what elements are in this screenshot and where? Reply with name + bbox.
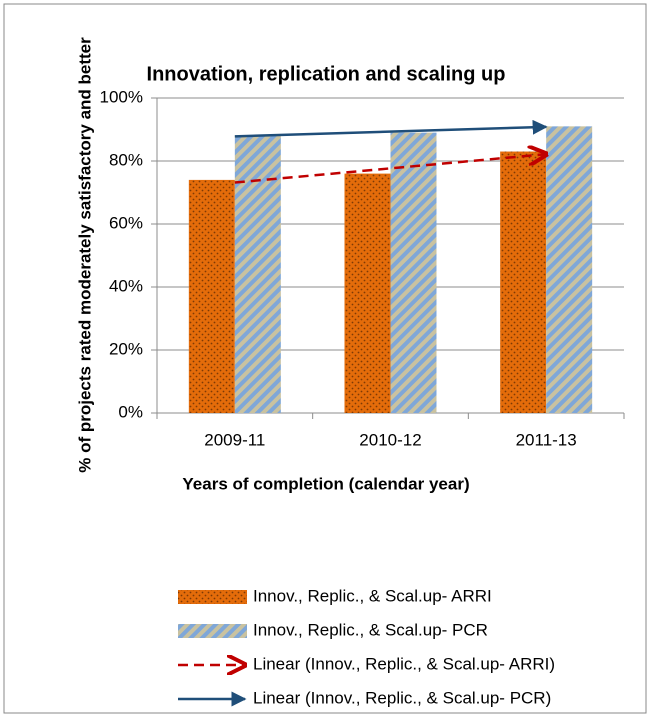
y-tick-label: 80% xyxy=(109,150,143,169)
trendline xyxy=(234,154,546,184)
bar xyxy=(500,151,547,414)
x-tick-label: 2010-12 xyxy=(359,430,421,449)
y-tick-label: 40% xyxy=(109,276,143,295)
bar xyxy=(344,173,391,413)
bar xyxy=(546,126,593,413)
x-tick-label: 2009-11 xyxy=(204,430,265,449)
x-tick-label: 2011-13 xyxy=(516,430,577,449)
bar xyxy=(188,179,235,413)
y-tick-label: 60% xyxy=(109,213,143,232)
legend-label: Innov., Replic., & Scal.up- ARRI xyxy=(253,586,492,605)
legend-label: Linear (Innov., Replic., & Scal.up- PCR) xyxy=(253,688,551,707)
y-tick-label: 0% xyxy=(118,402,143,421)
legend-swatch xyxy=(178,624,247,638)
y-axis-title: % of projects rated moderately satisfact… xyxy=(75,37,94,473)
legend-swatch xyxy=(178,590,247,604)
legend-label: Innov., Replic., & Scal.up- PCR xyxy=(253,620,488,639)
y-tick-label: 20% xyxy=(109,339,143,358)
legend-label: Linear (Innov., Replic., & Scal.up- ARRI… xyxy=(253,654,555,673)
y-tick-label: 100% xyxy=(100,87,143,106)
trendline xyxy=(234,119,548,138)
bar xyxy=(390,132,437,413)
x-axis-title: Years of completion (calendar year) xyxy=(182,474,469,493)
bar xyxy=(234,135,281,414)
chart-title: Innovation, replication and scaling up xyxy=(147,63,506,85)
